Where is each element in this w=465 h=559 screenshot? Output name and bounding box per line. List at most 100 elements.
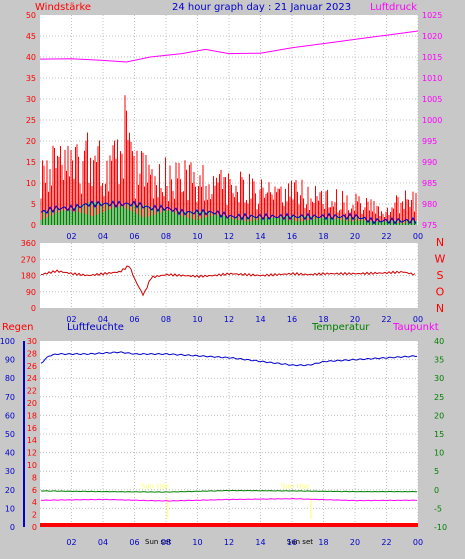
rain-tick-label: 26 <box>27 362 37 371</box>
temperature-tick-label: 25 <box>434 393 444 402</box>
sun-label: Sun rise <box>141 483 169 491</box>
page-title: 24 hour graph day : 21 Januar 2023 <box>172 2 351 13</box>
x-tick-label: 12 <box>224 538 234 547</box>
pressure-tick-label: 985 <box>422 179 437 188</box>
compass-label: N <box>436 302 444 315</box>
pressure-axis-title: Luftdruck <box>370 2 417 13</box>
x-tick-label: 10 <box>192 315 202 324</box>
x-tick-label: 08 <box>161 538 171 547</box>
x-tick-label: 14 <box>255 315 265 324</box>
wind-tick-label: 20 <box>26 137 36 146</box>
pressure-tick-label: 1005 <box>422 95 442 104</box>
x-tick-label: 04 <box>98 315 108 324</box>
temperature-tick-label: -10 <box>434 523 447 532</box>
rain-tick-label: 10 <box>27 461 37 470</box>
humidity-tick-label: 60 <box>5 411 15 420</box>
humidity-tick-label: 0 <box>10 523 15 532</box>
x-tick-label: 22 <box>381 315 391 324</box>
x-tick-label: 18 <box>318 538 328 547</box>
x-tick-label: 14 <box>255 232 265 241</box>
rain-tick-label: 8 <box>32 473 37 482</box>
temperature-label: Temperatur <box>311 322 370 333</box>
temperature-tick-label: 35 <box>434 356 444 365</box>
rain-tick-label: 12 <box>27 449 37 458</box>
x-tick-label: 02 <box>66 538 76 547</box>
temperature-tick-label: 15 <box>434 430 444 439</box>
rain-label: Regen <box>2 322 34 333</box>
x-tick-label: 18 <box>318 315 328 324</box>
x-tick-label: 06 <box>129 232 139 241</box>
pressure-tick-label: 1015 <box>422 53 442 62</box>
direction-tick-label: 90 <box>26 288 36 297</box>
x-tick-label: 16 <box>287 315 297 324</box>
wind-tick-label: 40 <box>26 53 36 62</box>
direction-tick-label: 0 <box>31 304 36 313</box>
x-tick-label: 12 <box>224 315 234 324</box>
compass-label: N <box>436 236 444 249</box>
wind-tick-label: 10 <box>26 179 36 188</box>
temperature-tick-label: 20 <box>434 411 444 420</box>
x-tick-label: 00 <box>413 538 423 547</box>
pressure-tick-label: 1000 <box>422 116 442 125</box>
temperature-line <box>40 489 417 493</box>
temperature-tick-label: -5 <box>434 504 442 513</box>
x-tick-label: 16 <box>287 538 297 547</box>
rain-bar <box>40 523 418 527</box>
x-tick-label: 06 <box>129 315 139 324</box>
humidity-tick-label: 90 <box>5 356 15 365</box>
sun-label: Sun set <box>287 538 313 546</box>
wind-tick-label: 30 <box>26 95 36 104</box>
wind-tick-label: 45 <box>26 32 36 41</box>
rain-tick-label: 14 <box>27 436 37 445</box>
rain-tick-label: 0 <box>32 523 37 532</box>
humidity-line <box>40 351 417 367</box>
x-tick-label: 18 <box>318 232 328 241</box>
rain-tick-label: 30 <box>27 337 37 346</box>
wind-direction-line <box>40 265 416 297</box>
temperature-tick-label: 10 <box>434 449 444 458</box>
pressure-tick-label: 1010 <box>422 74 442 83</box>
x-tick-label: 10 <box>192 232 202 241</box>
pressure-tick-label: 1025 <box>422 11 442 20</box>
pressure-line <box>39 30 419 63</box>
wind-tick-label: 5 <box>31 200 36 209</box>
x-tick-label: 20 <box>350 538 360 547</box>
humidity-tick-label: 50 <box>5 430 15 439</box>
rain-tick-label: 2 <box>32 511 37 520</box>
direction-tick-label: 180 <box>21 272 36 281</box>
x-tick-label: 14 <box>255 538 265 547</box>
x-tick-label: 00 <box>413 315 423 324</box>
x-tick-label: 16 <box>287 232 297 241</box>
wind-tick-label: 25 <box>26 116 36 125</box>
x-tick-label: 22 <box>381 538 391 547</box>
x-tick-label: 04 <box>98 538 108 547</box>
rain-tick-label: 28 <box>27 349 37 358</box>
dewpoint-line <box>40 497 418 502</box>
pressure-tick-label: 980 <box>422 200 437 209</box>
rain-tick-label: 16 <box>27 424 37 433</box>
humidity-tick-label: 20 <box>5 486 15 495</box>
x-tick-label: 10 <box>192 538 202 547</box>
temperature-tick-label: 40 <box>434 337 444 346</box>
wind-axis-title: Windstärke <box>35 2 91 13</box>
x-tick-label: 12 <box>224 232 234 241</box>
x-tick-label: 20 <box>350 232 360 241</box>
temperature-tick-label: 30 <box>434 374 444 383</box>
compass-label: S <box>437 269 444 282</box>
pressure-tick-label: 1020 <box>422 32 442 41</box>
sun-label: Sun set <box>145 538 171 546</box>
x-tick-label: 02 <box>66 232 76 241</box>
pressure-tick-label: 990 <box>422 158 437 167</box>
x-tick-label: 08 <box>161 232 171 241</box>
rain-tick-label: 18 <box>27 411 37 420</box>
humidity-tick-label: 100 <box>0 337 15 346</box>
sun-label: Sun rise <box>281 483 309 491</box>
x-tick-label: 04 <box>98 232 108 241</box>
rain-tick-label: 22 <box>27 387 37 396</box>
wind-tick-label: 0 <box>31 221 36 230</box>
x-tick-label: 20 <box>350 315 360 324</box>
humidity-tick-label: 30 <box>5 467 15 476</box>
compass-label: O <box>436 286 445 299</box>
rain-tick-label: 6 <box>32 486 37 495</box>
compass-label: W <box>435 253 446 266</box>
